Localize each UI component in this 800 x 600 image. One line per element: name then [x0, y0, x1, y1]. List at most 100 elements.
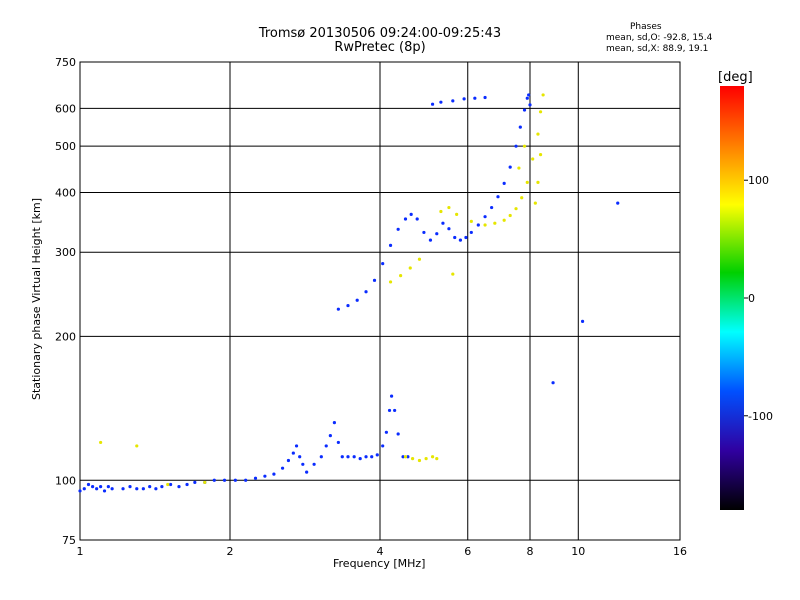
data-point: [298, 455, 302, 459]
data-point: [403, 455, 408, 459]
data-point: [541, 93, 545, 97]
y-tick-label: 300: [55, 246, 76, 259]
colorbar-tick-label: 0: [748, 292, 755, 305]
data-point: [409, 212, 413, 216]
data-point: [212, 478, 216, 482]
colorbar-unit: [deg]: [718, 70, 753, 85]
data-point: [428, 238, 433, 242]
data-point: [464, 235, 468, 240]
data-point: [396, 432, 400, 436]
data-point: [514, 144, 518, 148]
y-axis-label: Stationary phase Virtual Height [km]: [30, 197, 43, 400]
data-point: [451, 272, 455, 276]
data-point: [185, 482, 189, 487]
data-point: [476, 223, 480, 227]
data-point: [388, 280, 393, 284]
data-point: [415, 217, 419, 221]
colorbar: [720, 86, 744, 510]
data-point: [355, 298, 359, 302]
data-point: [244, 478, 248, 482]
data-point: [166, 482, 170, 487]
data-point: [319, 455, 323, 459]
data-point: [135, 444, 139, 448]
data-point: [458, 238, 463, 242]
data-point: [393, 408, 397, 413]
data-point: [160, 485, 164, 489]
data-point: [483, 95, 487, 100]
data-point: [435, 457, 439, 461]
data-point: [99, 485, 103, 489]
grid-layer: [79, 61, 681, 541]
data-point: [346, 303, 350, 308]
data-point: [522, 144, 527, 148]
data-point: [352, 455, 356, 459]
colorbar-tick-label: -100: [748, 410, 773, 423]
data-point: [121, 487, 125, 491]
data-point: [387, 408, 392, 413]
data-point: [517, 166, 521, 170]
data-point: [403, 217, 408, 221]
phase-stats-x-mode: mean, sd,X: 88.9, 19.1: [606, 44, 709, 54]
data-point: [469, 219, 473, 224]
data-point: [280, 466, 285, 470]
data-point: [301, 462, 305, 466]
chart-subtitle: RwPretec (8p): [334, 40, 426, 55]
data-point: [203, 480, 207, 484]
data-point: [399, 274, 403, 278]
data-point: [538, 110, 543, 114]
data-point: [533, 201, 537, 205]
data-point: [447, 205, 451, 210]
data-point: [528, 103, 532, 107]
data-point: [222, 478, 227, 482]
data-point: [286, 458, 291, 463]
data-point: [406, 455, 410, 459]
data-point: [305, 470, 309, 474]
phase-stats-title: Phases: [630, 22, 662, 32]
data-point: [518, 125, 522, 129]
data-point: [551, 381, 555, 385]
data-point: [86, 482, 91, 487]
data-point: [336, 307, 340, 311]
data-point: [502, 218, 506, 222]
data-point: [128, 485, 132, 489]
colorbar-ticks: 100 0 -100: [744, 174, 773, 423]
data-point: [389, 394, 394, 398]
data-point: [381, 444, 385, 448]
data-point: [233, 478, 237, 482]
data-point: [424, 457, 428, 461]
data-point: [527, 93, 531, 97]
data-point: [408, 266, 412, 270]
data-point: [580, 319, 585, 323]
data-point: [447, 227, 451, 231]
data-point: [169, 482, 173, 487]
data-point: [99, 440, 103, 445]
x-tick-label: 1: [77, 545, 84, 558]
data-point: [435, 232, 439, 236]
x-tick-label: 10: [571, 545, 585, 558]
data-point: [401, 455, 405, 459]
data-point: [384, 430, 388, 434]
data-point: [253, 476, 258, 480]
data-point: [272, 472, 276, 476]
data-point: [451, 99, 455, 103]
data-point: [453, 235, 457, 240]
data-point: [483, 215, 487, 219]
data-point: [291, 451, 295, 455]
data-point: [462, 97, 466, 101]
data-point: [102, 489, 107, 493]
data-point: [417, 257, 422, 261]
data-point: [154, 487, 158, 491]
data-point: [514, 207, 518, 211]
data-point: [520, 196, 524, 200]
data-point: [91, 485, 95, 489]
data-point: [328, 434, 332, 438]
data-point: [502, 181, 506, 185]
y-tick-label: 600: [55, 102, 76, 115]
data-point: [372, 278, 377, 282]
data-point: [469, 230, 473, 235]
data-point: [294, 444, 299, 448]
data-point: [616, 201, 620, 205]
data-point: [522, 108, 527, 112]
data-point: [263, 474, 267, 478]
